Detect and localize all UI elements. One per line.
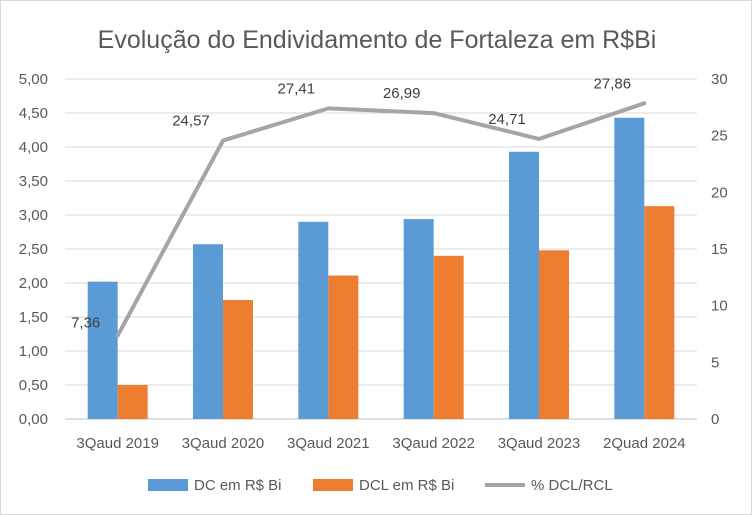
dcl-bar [644,206,675,419]
bars [87,117,675,419]
category-label: 3Qaud 2021 [287,435,370,452]
ratio-data-label: 24,71 [488,111,526,128]
category-axis-labels: 3Qaud 2019 3Qaud 2020 3Qaud 2021 3Qaud 2022… [76,435,685,452]
ratio-line-path [115,101,647,338]
left-axis: 0,00 0,50 1,00 1,50 2,00 2,50 3,00 3,50 4,00 4,50… [19,71,48,428]
right-tick-label: 20 [711,184,728,201]
dcl-bar [433,255,464,419]
left-tick-label: 3,00 [19,207,48,224]
ratio-data-label: 27,86 [594,75,632,92]
gridlines [65,78,697,420]
right-axis: 0 5 10 15 20 25 30 [711,71,728,428]
chart-title: Evolução do Endividamento de Fortaleza e… [98,26,657,54]
category-label: 3Qaud 2023 [498,435,581,452]
ratio-data-label: 26,99 [383,85,421,102]
dc-bar [193,244,223,419]
legend-swatch [148,479,188,491]
right-tick-label: 15 [711,241,728,258]
left-tick-label: 1,50 [19,309,48,326]
legend-label: DCL em R$ Bi [359,477,454,494]
category-label: 3Qaud 2019 [76,435,159,452]
ratio-data-label: 7,36 [71,315,100,332]
left-tick-label: 0,00 [19,411,48,428]
left-tick-label: 4,00 [19,139,48,156]
dc-bar [509,151,539,419]
left-tick-label: 0,50 [19,377,48,394]
dcl-bar [539,250,569,419]
category-label: 2Quad 2024 [603,435,686,452]
right-tick-label: 10 [711,298,728,315]
right-tick-label: 25 [711,128,728,145]
dcl-bar [328,275,359,419]
ratio-line [115,101,647,338]
left-tick-label: 5,00 [19,71,48,88]
left-tick-label: 4,50 [19,105,48,122]
left-tick-label: 1,00 [19,343,48,360]
dc-bar [87,281,118,419]
right-tick-label: 30 [711,71,728,88]
left-tick-label: 2,00 [19,275,48,292]
right-tick-label: 5 [711,354,719,371]
left-tick-label: 3,50 [19,173,48,190]
left-tick-label: 2,50 [19,241,48,258]
category-label: 3Qaud 2022 [392,435,475,452]
dcl-bar [223,300,253,419]
legend-label: DC em R$ Bi [194,477,282,494]
dc-bar [614,117,645,419]
legend: DC em R$ Bi DCL em R$ Bi % DCL/RCL [148,477,613,494]
ratio-data-label: 27,41 [278,80,316,97]
data-labels: 7,36 24,57 27,41 26,99 24,71 27,86 [71,75,631,331]
category-label: 3Qaud 2020 [182,435,265,452]
ratio-data-label: 24,57 [172,113,210,130]
dc-bar [403,219,434,419]
dcl-bar [117,385,148,419]
legend-label: % DCL/RCL [531,477,613,494]
right-tick-label: 0 [711,411,719,428]
legend-swatch [313,479,353,491]
dc-bar [298,221,329,419]
